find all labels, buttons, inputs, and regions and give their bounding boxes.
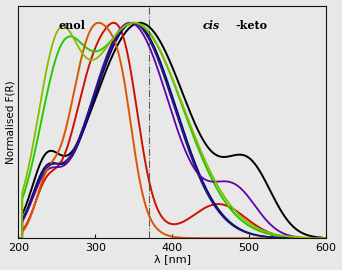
Text: cis: cis xyxy=(203,20,220,31)
X-axis label: λ [nm]: λ [nm] xyxy=(154,254,190,264)
Y-axis label: Normalised F(R): Normalised F(R) xyxy=(5,80,15,164)
Text: enol: enol xyxy=(58,20,85,31)
Text: -keto: -keto xyxy=(235,20,267,31)
